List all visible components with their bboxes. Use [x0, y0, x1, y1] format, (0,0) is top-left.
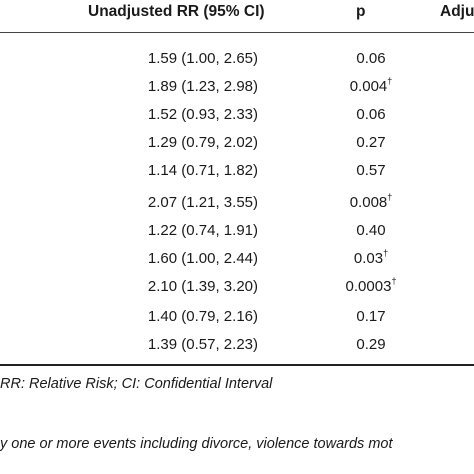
footnote-definition: y one or more events including divorce, … — [0, 436, 393, 452]
p-value: 0.29 — [356, 336, 386, 353]
p-cell: 0.004† — [338, 76, 404, 95]
table-bottom-rule — [0, 364, 474, 366]
table-row: 1.52 (0.93, 2.33) 0.06 — [0, 106, 474, 132]
p-value: 0.27 — [356, 134, 386, 151]
p-value: 0.40 — [356, 222, 386, 239]
p-value: 0.06 — [356, 50, 386, 67]
significance-mark: † — [391, 276, 397, 286]
p-value: 0.0003 — [345, 278, 392, 295]
table-row: 1.29 (0.79, 2.02) 0.27 — [0, 134, 474, 160]
table-row: 1.59 (1.00, 2.65) 0.06 — [0, 50, 474, 76]
p-value: 0.008 — [349, 194, 388, 211]
footnote-abbreviations: RR: Relative Risk; CI: Confidential Inte… — [0, 376, 273, 392]
rr-cell: 1.22 (0.74, 1.91) — [147, 222, 258, 239]
table-row: 1.14 (0.71, 1.82) 0.57 — [0, 162, 474, 188]
rr-cell: 1.52 (0.93, 2.33) — [147, 106, 258, 123]
table-row: 1.89 (1.23, 2.98) 0.004† — [0, 76, 474, 104]
significance-mark: † — [387, 76, 393, 86]
rr-cell: 1.40 (0.79, 2.16) — [147, 308, 258, 325]
table-row: 1.22 (0.74, 1.91) 0.40 — [0, 222, 474, 248]
column-header-unadjusted-rr: Unadjusted RR (95% CI) — [88, 3, 265, 20]
p-cell: 0.008† — [338, 192, 404, 211]
column-header-p: p — [356, 3, 366, 20]
rr-cell: 1.39 (0.57, 2.23) — [147, 336, 258, 353]
p-cell: 0.06 — [338, 50, 404, 67]
p-cell: 0.17 — [338, 308, 404, 325]
table-header-row: Unadjusted RR (95% CI) p Adju — [0, 0, 474, 30]
table-row: 1.40 (0.79, 2.16) 0.17 — [0, 308, 474, 334]
rr-cell: 1.14 (0.71, 1.82) — [147, 162, 258, 179]
p-value: 0.03 — [353, 250, 384, 267]
p-value: 0.57 — [356, 162, 386, 179]
rr-cell: 2.07 (1.21, 3.55) — [147, 194, 258, 211]
table-row: 1.39 (0.57, 2.23) 0.29 — [0, 336, 474, 362]
table-row: 1.60 (1.00, 2.44) 0.03† — [0, 248, 474, 276]
rr-cell: 1.59 (1.00, 2.65) — [147, 50, 258, 67]
p-cell: 0.06 — [338, 106, 404, 123]
header-divider — [0, 32, 474, 33]
p-value: 0.004 — [349, 78, 388, 95]
p-cell: 0.57 — [338, 162, 404, 179]
p-cell: 0.27 — [338, 134, 404, 151]
table-row: 2.07 (1.21, 3.55) 0.008† — [0, 192, 474, 220]
p-cell: 0.03† — [338, 248, 404, 267]
p-value: 0.06 — [356, 106, 386, 123]
rr-cell: 1.60 (1.00, 2.44) — [147, 250, 258, 267]
p-cell: 0.40 — [338, 222, 404, 239]
table-row: 2.10 (1.39, 3.20) 0.0003† — [0, 276, 474, 304]
rr-cell: 1.29 (0.79, 2.02) — [147, 134, 258, 151]
column-header-adjusted: Adju — [440, 3, 474, 20]
p-value: 0.17 — [356, 308, 386, 325]
rr-cell: 1.89 (1.23, 2.98) — [147, 78, 258, 95]
p-cell: 0.0003† — [338, 276, 404, 295]
rr-cell: 2.10 (1.39, 3.20) — [147, 278, 258, 295]
p-cell: 0.29 — [338, 336, 404, 353]
significance-mark: † — [383, 248, 389, 258]
significance-mark: † — [387, 192, 393, 202]
